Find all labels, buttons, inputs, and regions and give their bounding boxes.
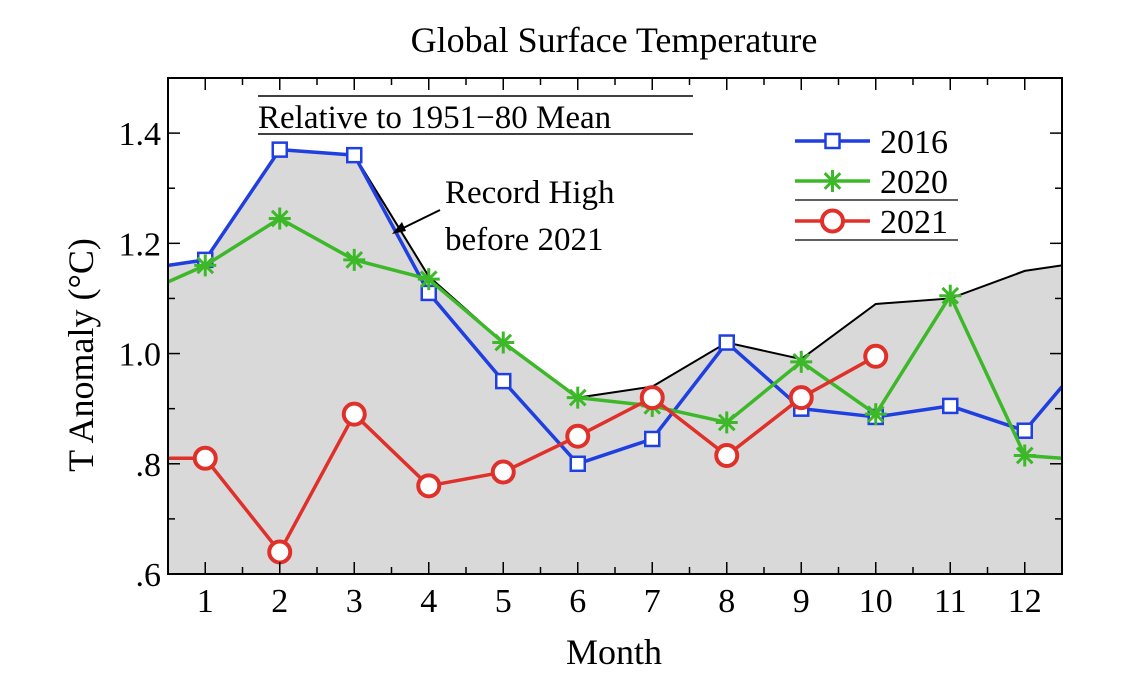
data-point-2021-4 <box>416 473 442 499</box>
data-point-2021-6 <box>565 423 591 449</box>
plot-inner <box>168 141 1062 574</box>
data-point-2020-4 <box>417 268 440 291</box>
legend-label-2020: 2020 <box>880 164 948 201</box>
chart-title: Global Surface Temperature <box>411 20 818 60</box>
x-tick-label-5: 5 <box>495 583 512 620</box>
legend-item-2021: 2021 <box>795 204 948 241</box>
data-point-2020-1 <box>194 254 217 277</box>
x-tick-label-7: 7 <box>644 583 661 620</box>
y-axis-label: T Anomaly (°C) <box>61 238 101 472</box>
data-point-2016-11 <box>942 397 959 415</box>
record-high-label-line-2: before 2021 <box>445 222 604 258</box>
x-tick-label-12: 12 <box>1008 583 1042 620</box>
record-high-annotation: Record High before 2021 <box>392 175 615 258</box>
data-point-2016-3 <box>346 146 363 164</box>
record-high-fill <box>168 149 1062 574</box>
data-point-2020-6 <box>566 386 589 409</box>
data-point-2021-3 <box>341 401 367 427</box>
y-tick-label: .8 <box>136 447 162 484</box>
x-tick-label-4: 4 <box>420 583 437 620</box>
annotation-arrow-head <box>392 222 406 234</box>
x-tick-label-2: 2 <box>271 583 288 620</box>
data-point-2016-8 <box>718 334 735 351</box>
legend-marker-2021 <box>820 208 845 234</box>
y-tick-label: 1.4 <box>119 116 162 153</box>
data-point-2016-6 <box>569 455 586 473</box>
legend-label-2016: 2016 <box>880 124 948 161</box>
data-point-2016-7 <box>644 430 661 448</box>
legend-marker-2020 <box>821 170 844 192</box>
data-point-2016-12 <box>1016 422 1033 439</box>
data-point-2020-10 <box>864 403 887 426</box>
data-point-2021-9 <box>788 385 814 411</box>
data-point-2020-8 <box>715 411 738 434</box>
chart-subtitle: Relative to 1951−80 Mean <box>258 100 611 136</box>
data-point-2020-3 <box>343 248 366 271</box>
data-point-2020-5 <box>492 331 515 354</box>
data-point-2016-5 <box>495 372 512 390</box>
x-tick-label-9: 9 <box>793 583 810 620</box>
data-point-2021-1 <box>192 445 218 471</box>
legend-label-2021: 2021 <box>880 204 948 241</box>
x-tick-label-3: 3 <box>346 583 363 620</box>
legend-item-2016: 2016 <box>795 124 948 161</box>
data-point-2021-7 <box>639 385 665 411</box>
data-point-2020-9 <box>790 350 813 373</box>
data-point-2021-5 <box>490 459 516 485</box>
data-point-2020-12 <box>1013 444 1036 467</box>
y-tick-label: 1.2 <box>119 226 162 263</box>
y-tick-label: 1.0 <box>119 337 162 374</box>
data-point-2020-11 <box>939 284 962 307</box>
data-point-2021-10 <box>863 343 889 369</box>
x-tick-label-11: 11 <box>934 583 967 620</box>
x-tick-label-10: 10 <box>859 583 893 620</box>
series-2020 <box>168 207 1062 467</box>
legend-item-2020: 2020 <box>795 164 948 201</box>
x-axis-label: Month <box>566 632 662 672</box>
data-point-2021-8 <box>714 443 740 469</box>
series-line-2016 <box>168 147 1062 466</box>
data-point-2016-2 <box>271 141 288 158</box>
record-high-label-line-1: Record High <box>445 175 615 211</box>
x-tick-label-8: 8 <box>718 583 735 620</box>
series-line-2020 <box>168 216 1062 461</box>
data-point-2020-2 <box>268 207 291 230</box>
y-tick-label: .6 <box>136 557 162 594</box>
data-point-2021-2 <box>267 539 293 565</box>
x-tick-label-1: 1 <box>197 583 214 620</box>
x-tick-label-6: 6 <box>569 583 586 620</box>
legend-marker-2016 <box>824 132 841 150</box>
plot-area: 1 2 3 4 5 6 7 8 9 10 11 12.6.81.01.21.4 <box>119 77 1063 620</box>
